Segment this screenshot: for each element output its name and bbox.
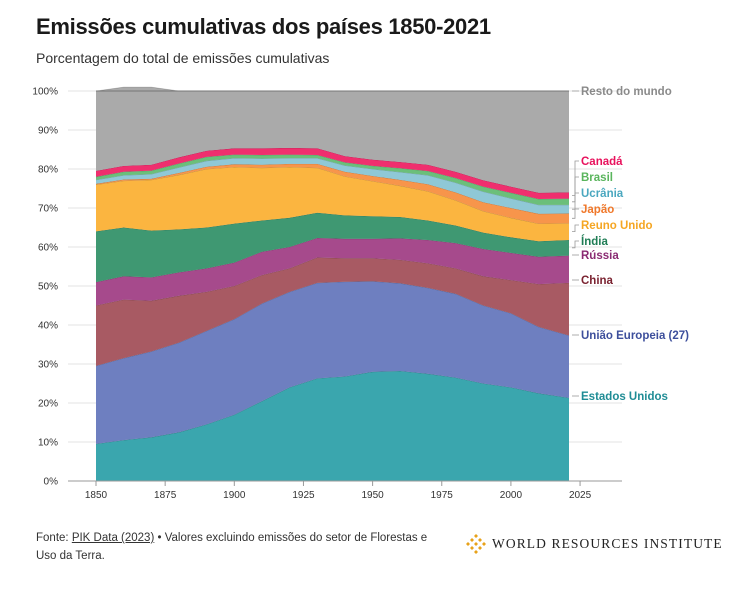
series-label: China: [581, 275, 614, 287]
series-label: União Europeia (27): [581, 330, 689, 342]
area-china[interactable]: [96, 257, 569, 366]
x-tick-label: 1950: [361, 490, 384, 501]
area-uniao-europeia-27[interactable]: [96, 281, 569, 444]
y-tick-label: 70%: [38, 204, 58, 215]
series-label: Resto do mundo: [581, 86, 672, 98]
area-brasil[interactable]: [96, 154, 569, 205]
label-leader: [572, 224, 579, 232]
y-tick-label: 40%: [38, 321, 58, 332]
area-series: [95, 86, 570, 481]
chart-title: Emissões cumulativas dos países 1850-202…: [36, 14, 491, 39]
source-prefix: Fonte:: [36, 532, 72, 544]
label-leader: [572, 160, 579, 196]
logo-diamond: [478, 538, 482, 542]
y-tick-label: 100%: [32, 87, 58, 98]
series-label: Reuno Unido: [581, 220, 653, 232]
area-boundary: [95, 163, 570, 215]
logo-diamond: [470, 538, 474, 542]
series-label: Índia: [581, 235, 608, 248]
x-tick-label: 1925: [292, 490, 315, 501]
logo-diamond: [470, 546, 474, 550]
x-tick-label: 1850: [85, 490, 108, 501]
x-tick-label: 1900: [223, 490, 246, 501]
series-label: Estados Unidos: [581, 391, 668, 403]
area-russia[interactable]: [96, 238, 569, 306]
wri-logo-icon: [466, 534, 486, 554]
series-label: Brasil: [581, 172, 613, 184]
source-note: Fonte: PIK Data (2023) • Valores excluin…: [36, 529, 436, 565]
area-reuno-unido[interactable]: [96, 167, 569, 242]
area-ucrania[interactable]: [96, 158, 569, 214]
logo-diamond: [482, 542, 486, 546]
logo-diamond: [474, 534, 478, 538]
x-tick-label: 1875: [154, 490, 177, 501]
logo-text: WORLD RESOURCES INSTITUTE: [492, 536, 723, 551]
area-india[interactable]: [96, 212, 569, 283]
axes: 0% 10% 20% 30% 40% 50% 60% 70% 80% 90% 100% 1850 187…: [32, 87, 622, 501]
series-labels: Estados Unidos União Europeia (27) China Rú…: [572, 86, 689, 403]
series-label: Ucrânia: [581, 188, 624, 200]
source-link[interactable]: PIK Data (2023): [71, 532, 155, 544]
logo-diamond: [478, 546, 482, 550]
source-note-text: • Valores excluindo emissões do setor de…: [36, 532, 428, 562]
y-tick-label: 90%: [38, 126, 58, 137]
area-estados-unidos[interactable]: [96, 371, 569, 481]
label-leader: [572, 176, 579, 203]
y-tick-label: 30%: [38, 360, 58, 371]
x-tick-label: 1975: [431, 490, 454, 501]
x-tick-label: 2000: [500, 490, 523, 501]
x-tick-label: 2025: [569, 490, 592, 501]
area-japao[interactable]: [96, 163, 569, 224]
label-leader: [572, 240, 579, 249]
chart-subtitle: Porcentagem do total de emissões cumulat…: [36, 50, 330, 66]
y-tick-label: 20%: [38, 399, 58, 410]
logo-diamond: [474, 550, 478, 554]
area-resto-do-mundo[interactable]: [96, 87, 569, 193]
wri-logo[interactable]: WORLD RESOURCES INSTITUTE: [466, 534, 723, 554]
y-tick-label: 10%: [38, 438, 58, 449]
label-leader: [572, 208, 579, 219]
series-label: Canadá: [581, 156, 623, 168]
area-canada[interactable]: [96, 147, 569, 199]
logo-diamond: [466, 542, 470, 546]
y-tick-label: 80%: [38, 165, 58, 176]
logo-diamond: [474, 542, 478, 546]
y-tick-label: 50%: [38, 282, 58, 293]
y-tick-label: 0%: [44, 477, 59, 488]
y-tick-label: 60%: [38, 243, 58, 254]
series-label: Japão: [581, 204, 614, 216]
series-label: Rússia: [581, 250, 619, 262]
